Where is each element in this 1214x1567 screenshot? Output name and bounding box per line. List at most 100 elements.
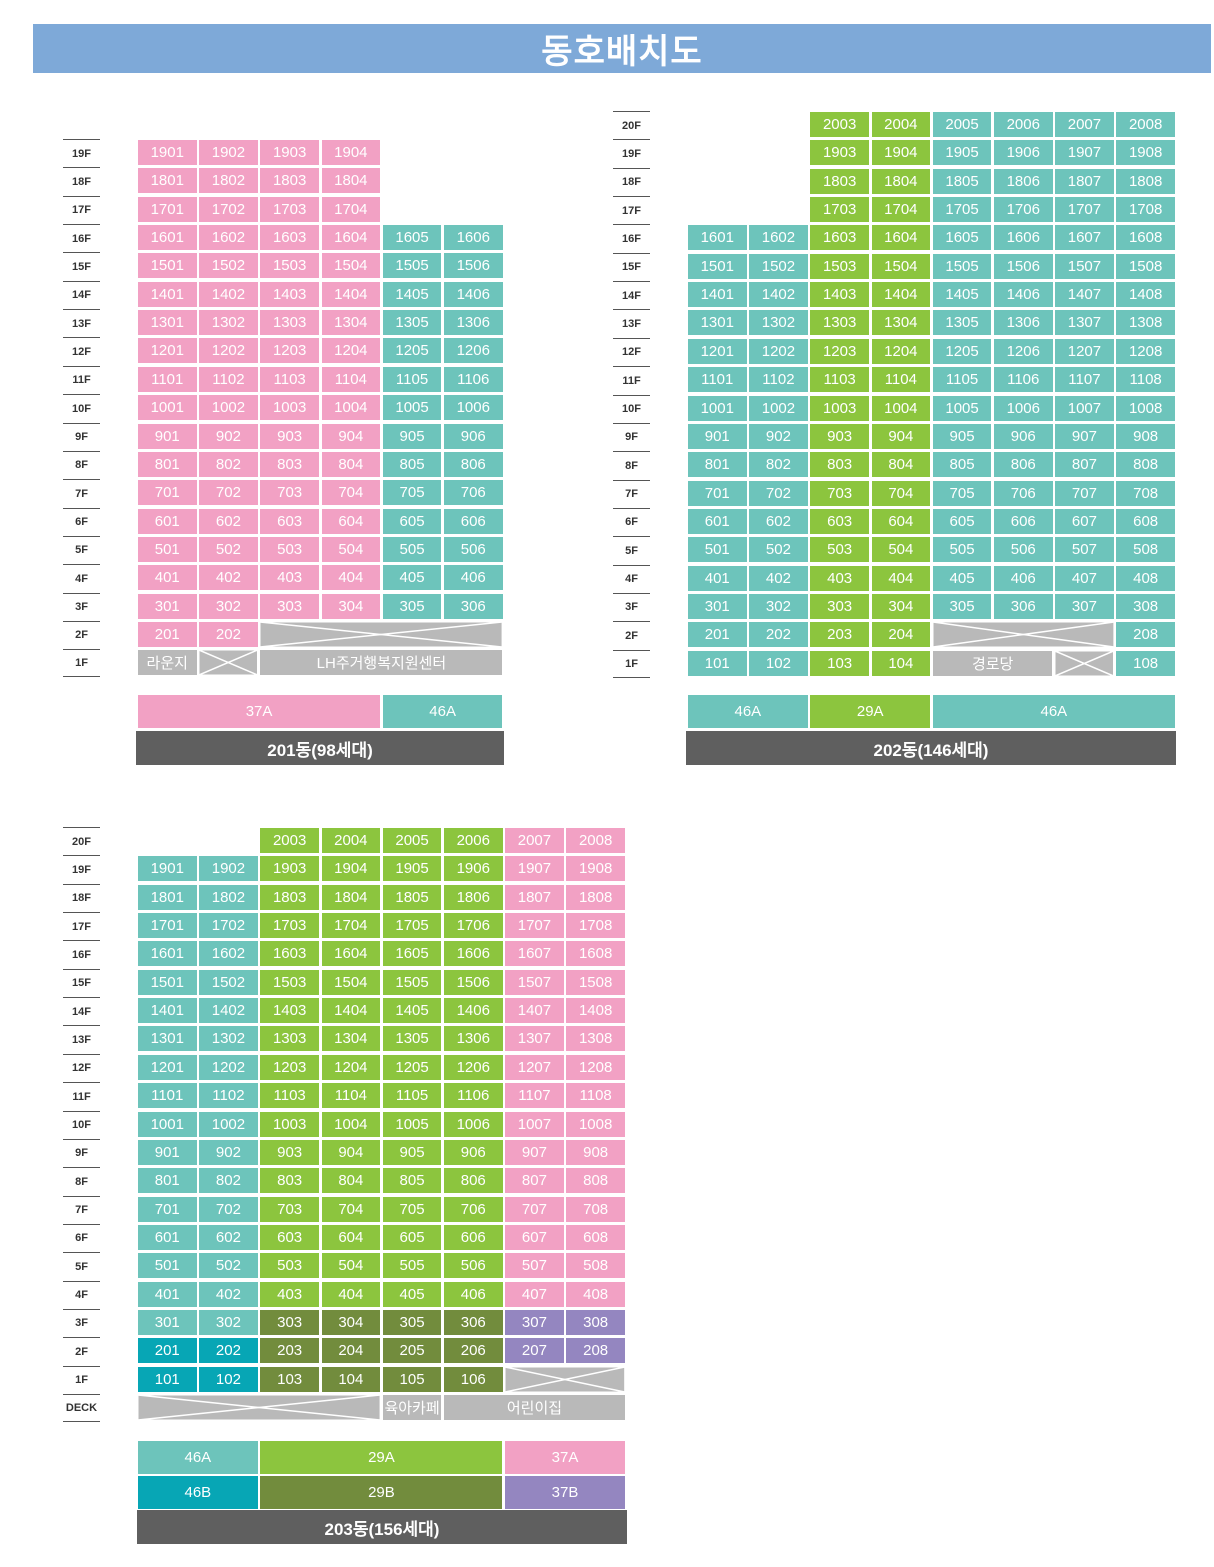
unit-number: 1608: [1128, 229, 1163, 247]
unit-cell: 1008: [1116, 395, 1175, 421]
unit-number: 1502: [761, 257, 796, 275]
floor-label: 3F: [63, 1308, 100, 1337]
unit-number: 1608: [578, 945, 613, 963]
unit-cell: 1502: [199, 969, 258, 995]
floor-label: DECK: [63, 1394, 100, 1422]
unit-number: 402: [215, 1285, 241, 1303]
unit-number: 1305: [395, 314, 429, 332]
unit-cell: 1308: [566, 1026, 625, 1052]
unit-number: 1103: [823, 371, 856, 389]
unit-cell: 1106: [994, 367, 1053, 393]
unit-number: 1205: [395, 1058, 429, 1076]
floor-label: 4F: [63, 564, 100, 592]
unit-cell: 903: [260, 1139, 319, 1165]
unit-cell: 1606: [994, 225, 1053, 251]
unit-cell: 1808: [566, 884, 625, 910]
unit-number: 108: [1133, 654, 1159, 672]
unit-number: 1402: [211, 285, 246, 303]
unit-cell: 306: [444, 1309, 503, 1335]
unit-cell: 1605: [382, 941, 442, 967]
unit-number: 307: [521, 1313, 547, 1331]
unit-number: 1101: [701, 371, 734, 389]
floor-label: 20F: [63, 827, 100, 855]
facility-cell: 경로당: [932, 650, 1053, 676]
unit-cell: 304: [321, 593, 381, 619]
unit-number: 1108: [579, 1087, 612, 1105]
unit-number: 204: [888, 626, 914, 644]
unit-number: 606: [460, 512, 486, 530]
floor-label: 10F: [63, 1110, 100, 1139]
unit-cell: 1005: [382, 1111, 442, 1137]
unit-number: 601: [704, 512, 730, 530]
unit-number: 1001: [150, 399, 184, 417]
unit-number: 106: [460, 1370, 486, 1388]
unit-cell: 907: [1055, 423, 1114, 449]
unit-cell: 1705: [932, 197, 992, 223]
unit-number: 1603: [272, 229, 307, 247]
unit-cell: 405: [382, 565, 442, 591]
unit-cell: 505: [932, 537, 992, 563]
unit-number: 1404: [884, 286, 918, 304]
unit-number: 402: [215, 569, 241, 587]
unit-number: 1306: [456, 1030, 490, 1048]
unit-number: 306: [460, 1313, 486, 1331]
unit-cell: 1206: [444, 1054, 503, 1080]
unit-number: 806: [460, 455, 486, 473]
unit-cell: 408: [1116, 565, 1175, 591]
unit-number: 702: [765, 484, 791, 502]
unit-number: 1901: [150, 860, 184, 878]
unit-number: 504: [338, 1257, 364, 1275]
unit-number: 1602: [211, 945, 246, 963]
unit-cell: 2004: [321, 828, 381, 853]
unit-number: 301: [154, 1313, 180, 1331]
unit-cell: 1304: [321, 310, 381, 336]
unit-number: 1908: [578, 860, 613, 878]
unit-number: 901: [154, 427, 180, 445]
unit-cell: 103: [260, 1366, 319, 1392]
unit-cell: 1104: [871, 367, 931, 393]
unit-number: 1407: [1067, 286, 1102, 304]
unit-number: 705: [949, 484, 975, 502]
unit-cell: 1906: [994, 140, 1053, 166]
unit-number: 402: [765, 569, 791, 587]
facility-cell: 라운지: [138, 650, 197, 676]
unit-number: 202: [215, 625, 241, 643]
unit-number: 1506: [456, 973, 490, 991]
unit-number: 102: [765, 654, 791, 672]
unit-cell: 605: [382, 508, 442, 534]
unit-number: 903: [277, 1143, 303, 1161]
unit-number: 1103: [273, 370, 306, 388]
unit-number: 407: [521, 1285, 547, 1303]
unit-cell: 103: [810, 650, 869, 676]
unit-number: 육아카페: [384, 1400, 440, 1417]
unit-cell: 204: [321, 1338, 381, 1364]
unit-cell: 403: [260, 1281, 319, 1307]
building-name: 201동(98세대): [136, 731, 504, 765]
unit-cell: 1406: [994, 282, 1053, 308]
unit-number: 403: [827, 569, 853, 587]
unit-number: 305: [949, 597, 975, 615]
unit-cell: 808: [1116, 452, 1175, 478]
unit-cell: 1704: [321, 913, 381, 939]
unit-cell: 808: [566, 1168, 625, 1194]
unit-cell: 704: [871, 480, 931, 506]
unit-cell: 1804: [871, 168, 931, 194]
unit-cell: 1004: [321, 1111, 381, 1137]
unit-cell: 701: [138, 1196, 197, 1222]
unit-cell: 1703: [810, 197, 869, 223]
unit-cell: 1501: [138, 253, 197, 279]
unit-cell: 1606: [444, 225, 503, 251]
floor-label: 9F: [613, 422, 650, 451]
unit-cell: 1601: [138, 225, 197, 251]
unit-cell: 404: [871, 565, 931, 591]
unit-number: 1304: [884, 314, 918, 332]
unit-number: 1505: [395, 257, 429, 275]
unit-number: 303: [277, 1313, 303, 1331]
unit-cell: 1701: [138, 913, 197, 939]
unit-number: 1804: [334, 172, 368, 190]
floor-label: 4F: [613, 564, 650, 593]
unit-cell: 504: [321, 1253, 381, 1279]
unit-number: 1402: [761, 286, 796, 304]
unit-number: 902: [215, 1143, 241, 1161]
unit-cell: 1002: [199, 395, 258, 421]
